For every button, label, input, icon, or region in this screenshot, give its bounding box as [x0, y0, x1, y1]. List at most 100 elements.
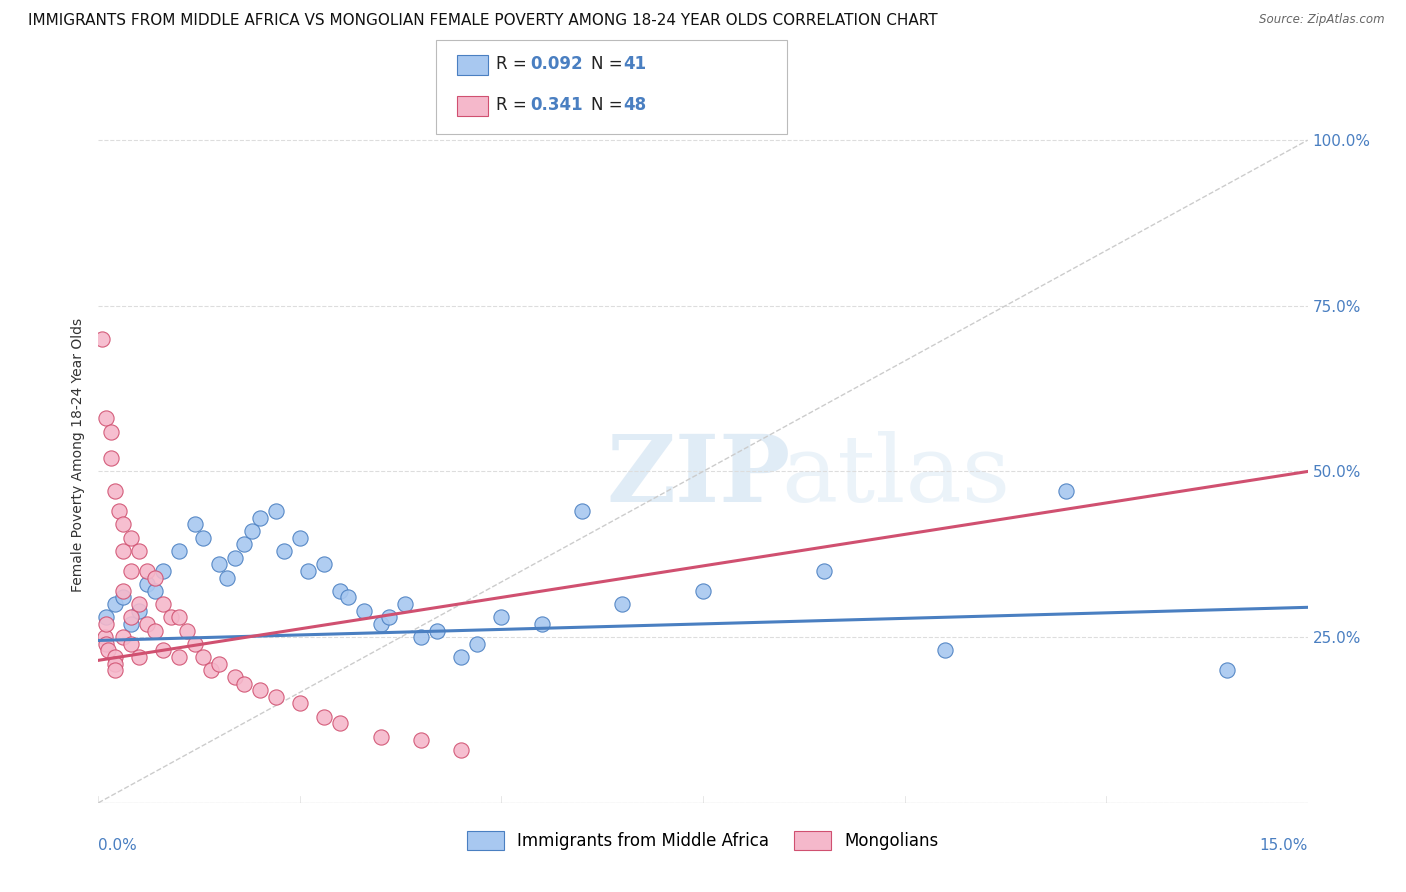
- Point: [143, 570, 166, 584]
- Point: [97, 643, 120, 657]
- Text: R =: R =: [496, 55, 533, 73]
- Point: [426, 624, 449, 638]
- Point: [329, 716, 352, 731]
- Point: [143, 624, 166, 638]
- Point: [96, 610, 118, 624]
- Point: [184, 637, 207, 651]
- Point: [120, 610, 142, 624]
- Point: [160, 610, 183, 624]
- Point: [135, 577, 157, 591]
- Point: [193, 531, 215, 545]
- Point: [111, 583, 134, 598]
- Point: [111, 517, 134, 532]
- Text: 0.092: 0.092: [530, 55, 582, 73]
- Text: 0.0%: 0.0%: [98, 838, 138, 853]
- Text: 15.0%: 15.0%: [1260, 838, 1308, 853]
- Point: [337, 591, 360, 605]
- Point: [314, 709, 336, 723]
- Text: Source: ZipAtlas.com: Source: ZipAtlas.com: [1260, 13, 1385, 27]
- Legend: Immigrants from Middle Africa, Mongolians: Immigrants from Middle Africa, Mongolian…: [461, 824, 945, 857]
- Point: [232, 537, 254, 551]
- Point: [208, 657, 231, 671]
- Point: [94, 630, 117, 644]
- Point: [128, 597, 150, 611]
- Text: R =: R =: [496, 96, 533, 114]
- Point: [450, 743, 472, 757]
- Point: [813, 564, 835, 578]
- Point: [370, 616, 392, 631]
- Point: [450, 650, 472, 665]
- Point: [96, 616, 118, 631]
- Point: [240, 524, 263, 538]
- Point: [314, 558, 336, 572]
- Point: [184, 517, 207, 532]
- Point: [135, 616, 157, 631]
- Point: [96, 637, 118, 651]
- Point: [152, 643, 174, 657]
- Point: [107, 504, 129, 518]
- Point: [111, 591, 134, 605]
- Point: [491, 610, 513, 624]
- Point: [111, 544, 134, 558]
- Point: [167, 610, 190, 624]
- Point: [100, 451, 122, 466]
- Point: [193, 650, 215, 665]
- Point: [1054, 484, 1077, 499]
- Point: [167, 544, 190, 558]
- Y-axis label: Female Poverty Among 18-24 Year Olds: Female Poverty Among 18-24 Year Olds: [72, 318, 86, 592]
- Point: [135, 564, 157, 578]
- Point: [1216, 663, 1239, 677]
- Text: IMMIGRANTS FROM MIDDLE AFRICA VS MONGOLIAN FEMALE POVERTY AMONG 18-24 YEAR OLDS : IMMIGRANTS FROM MIDDLE AFRICA VS MONGOLI…: [28, 13, 938, 29]
- Point: [297, 564, 319, 578]
- Point: [167, 650, 190, 665]
- Point: [264, 504, 287, 518]
- Point: [200, 663, 222, 677]
- Point: [370, 730, 392, 744]
- Text: 48: 48: [623, 96, 645, 114]
- Point: [152, 597, 174, 611]
- Point: [103, 663, 125, 677]
- Point: [103, 657, 125, 671]
- Point: [224, 550, 246, 565]
- Text: 0.341: 0.341: [530, 96, 582, 114]
- Point: [571, 504, 593, 518]
- Point: [409, 630, 432, 644]
- Point: [288, 697, 311, 711]
- Point: [249, 683, 271, 698]
- Text: atlas: atlas: [782, 431, 1011, 521]
- Point: [128, 650, 150, 665]
- Point: [120, 564, 142, 578]
- Point: [128, 604, 150, 618]
- Text: 41: 41: [623, 55, 645, 73]
- Point: [103, 650, 125, 665]
- Point: [100, 425, 122, 439]
- Point: [224, 670, 246, 684]
- Point: [120, 616, 142, 631]
- Point: [232, 676, 254, 690]
- Point: [96, 411, 118, 425]
- Text: ZIP: ZIP: [606, 431, 790, 521]
- Point: [377, 610, 399, 624]
- Text: N =: N =: [591, 55, 627, 73]
- Point: [103, 484, 125, 499]
- Point: [394, 597, 416, 611]
- Point: [612, 597, 634, 611]
- Point: [208, 558, 231, 572]
- Point: [176, 624, 198, 638]
- Point: [249, 511, 271, 525]
- Point: [217, 570, 239, 584]
- Point: [329, 583, 352, 598]
- Point: [120, 531, 142, 545]
- Point: [465, 637, 488, 651]
- Point: [530, 616, 553, 631]
- Point: [152, 564, 174, 578]
- Point: [120, 637, 142, 651]
- Point: [409, 732, 432, 747]
- Point: [143, 583, 166, 598]
- Point: [288, 531, 311, 545]
- Point: [111, 630, 134, 644]
- Point: [353, 604, 375, 618]
- Point: [103, 597, 125, 611]
- Point: [264, 690, 287, 704]
- Point: [934, 643, 956, 657]
